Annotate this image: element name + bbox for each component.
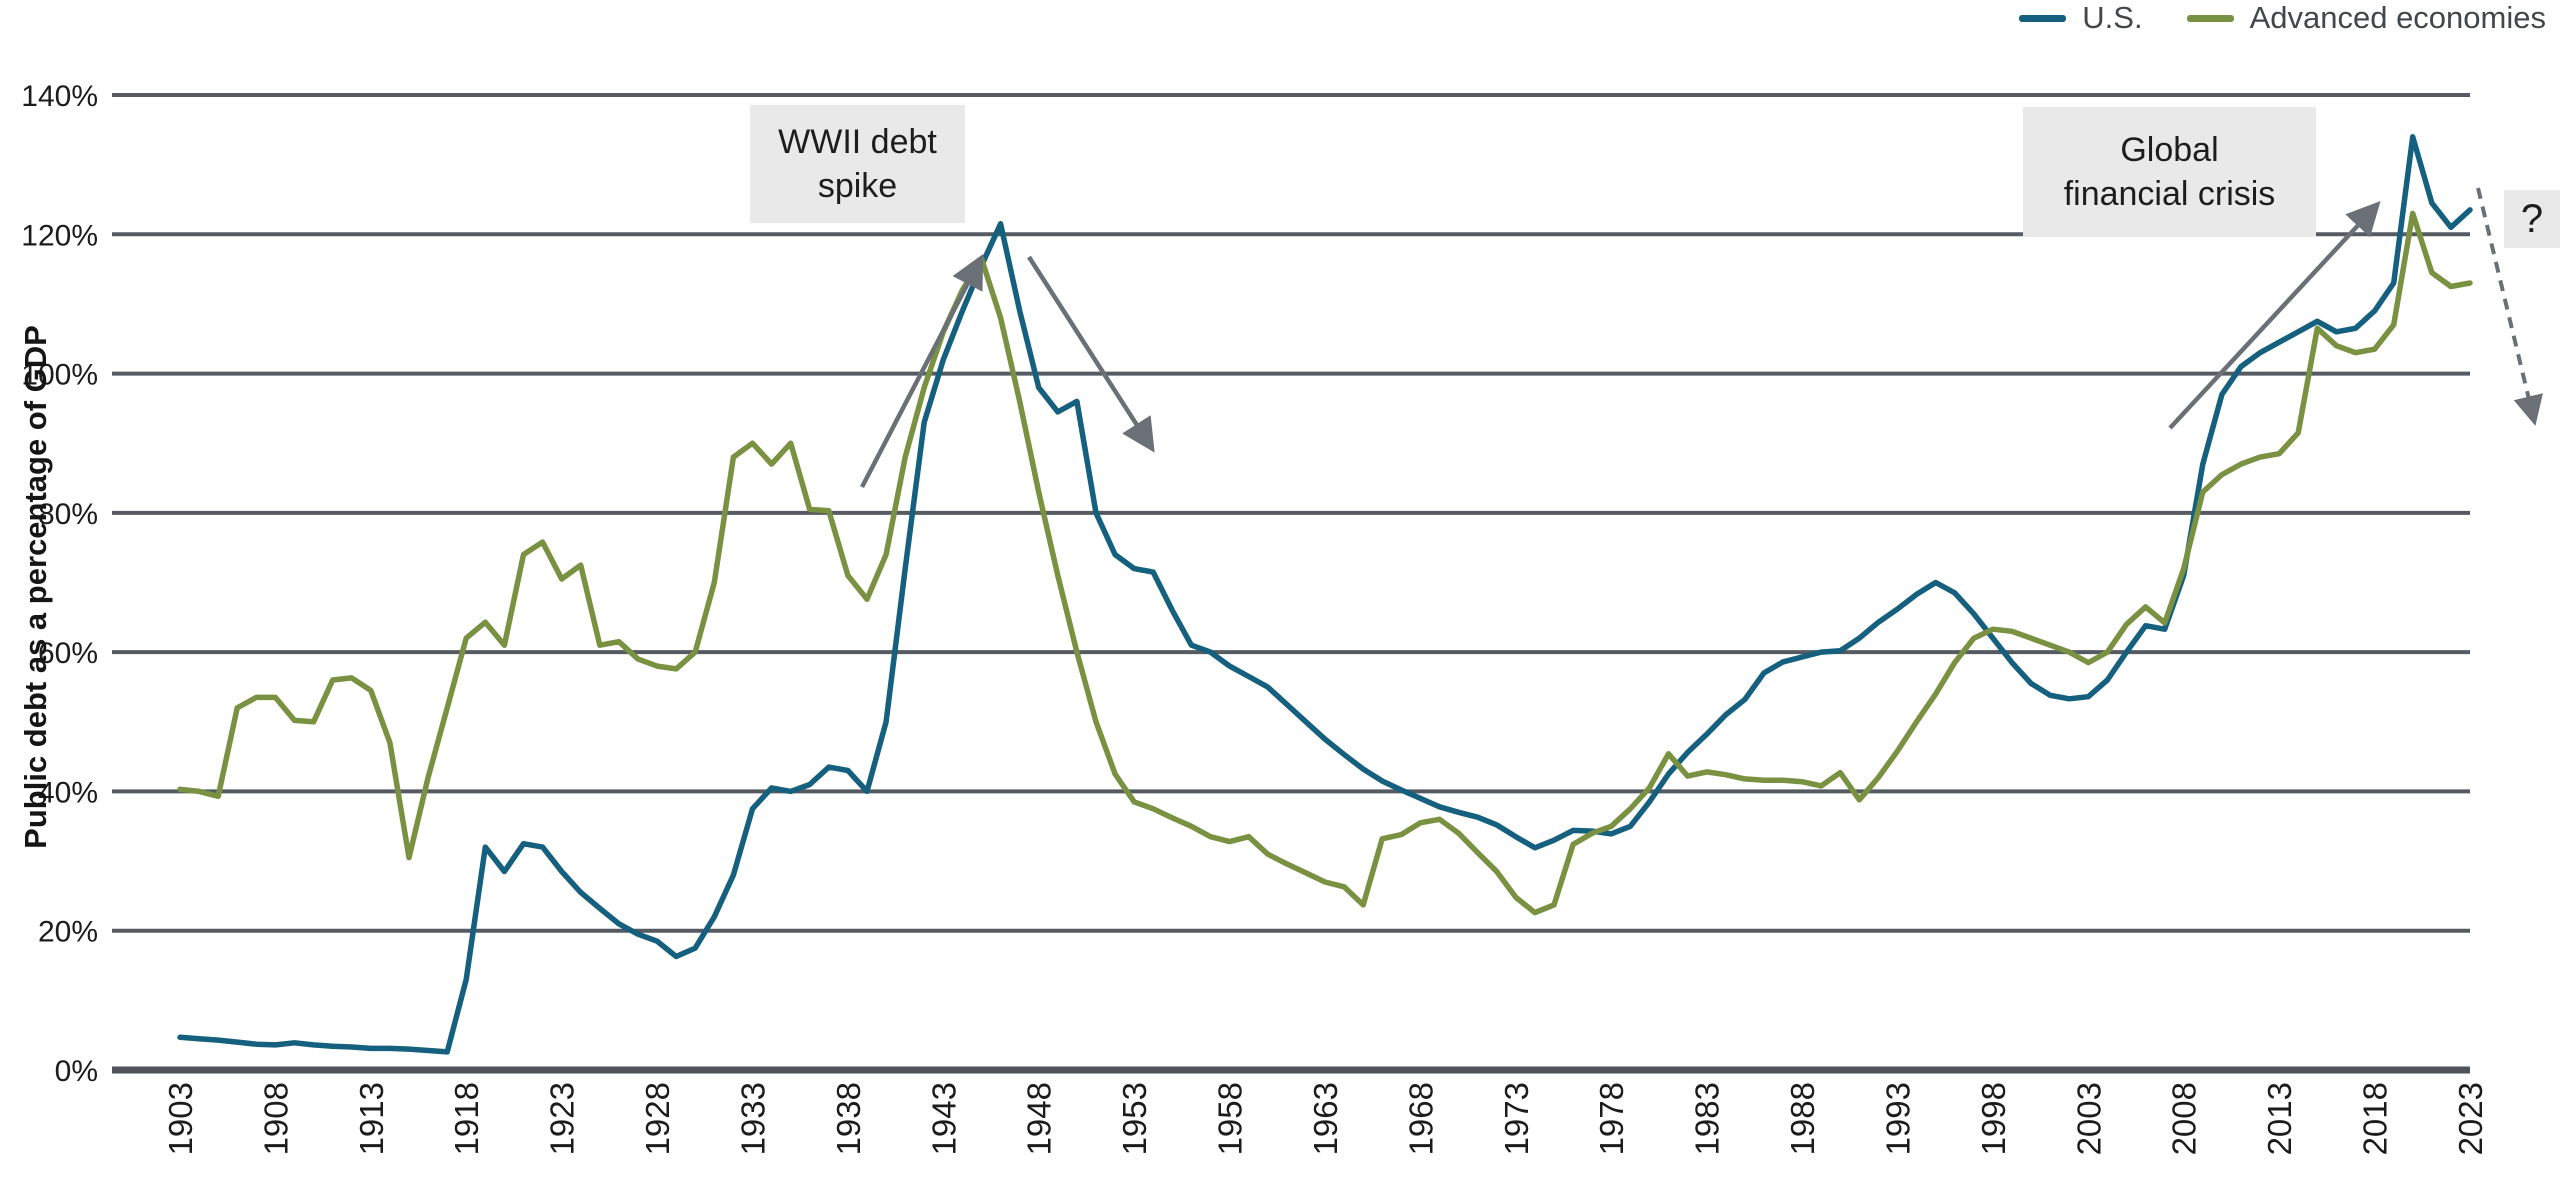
x-tick-label-1963: 1963 xyxy=(1307,1082,1344,1155)
gfc-rise-arrow-icon xyxy=(2168,201,2381,430)
global-financial-crisis-annotation: Global financial crisis xyxy=(2023,107,2316,237)
us-line-swatch-icon xyxy=(2019,14,2067,22)
x-tick-label-2013: 2013 xyxy=(2261,1082,2298,1155)
x-tick-label-1928: 1928 xyxy=(639,1082,676,1155)
y-tick-label-20%: 20% xyxy=(38,916,98,949)
x-tick-label-1983: 1983 xyxy=(1689,1082,1726,1155)
y-tick-label-100%: 100% xyxy=(21,359,98,392)
future-question-dashed-arrow-icon xyxy=(2476,187,2543,426)
x-tick-label-1978: 1978 xyxy=(1593,1082,1630,1155)
y-tick-label-80%: 80% xyxy=(38,498,98,531)
question-mark-annotation: ? xyxy=(2504,190,2560,248)
x-tick-label-1913: 1913 xyxy=(353,1082,390,1155)
wwii-debt-spike-annotation: WWII debt spike xyxy=(750,105,965,223)
x-tick-label-1943: 1943 xyxy=(925,1082,962,1155)
x-tick-label-1908: 1908 xyxy=(257,1082,294,1155)
x-tick-label-1973: 1973 xyxy=(1498,1082,1535,1155)
legend-label-us: U.S. xyxy=(2082,0,2143,35)
legend-item-us: U.S. xyxy=(2019,0,2143,36)
advanced-economies-debt-line xyxy=(177,210,2473,916)
x-tick-label-1923: 1923 xyxy=(544,1082,581,1155)
gfc-annotation-line1: Global xyxy=(2120,131,2219,169)
wwii-annotation-line2: spike xyxy=(817,167,898,205)
x-tick-label-2023: 2023 xyxy=(2452,1082,2489,1155)
y-tick-label-40%: 40% xyxy=(38,776,98,809)
x-tick-label-1948: 1948 xyxy=(1021,1082,1058,1155)
x-tick-label-2003: 2003 xyxy=(2070,1082,2107,1155)
x-tick-label-2018: 2018 xyxy=(2357,1082,2394,1155)
x-tick-label-1968: 1968 xyxy=(1402,1082,1439,1155)
x-tick-label-2008: 2008 xyxy=(2166,1082,2203,1155)
x-tick-label-1933: 1933 xyxy=(734,1082,771,1155)
x-tick-label-1993: 1993 xyxy=(1879,1082,1916,1155)
x-tick-label-1958: 1958 xyxy=(1212,1082,1249,1155)
advanced-economies-line-swatch-icon xyxy=(2186,14,2234,22)
gfc-annotation-line2: financial crisis xyxy=(2063,175,2276,213)
x-tick-label-1938: 1938 xyxy=(830,1082,867,1155)
y-tick-label-60%: 60% xyxy=(38,637,98,670)
y-tick-label-0%: 0% xyxy=(55,1055,98,1088)
y-axis-title: Public debt as a percentage of GDP xyxy=(18,325,53,849)
wwii-fall-arrow-icon xyxy=(1027,255,1155,453)
x-tick-label-1988: 1988 xyxy=(1784,1082,1821,1155)
legend-label-advanced-economies: Advanced economies xyxy=(2249,0,2546,35)
legend-item-advanced-economies: Advanced economies xyxy=(2186,0,2546,36)
x-tick-label-1998: 1998 xyxy=(1975,1082,2012,1155)
us-debt-line xyxy=(177,134,2473,1055)
x-tick-label-1903: 1903 xyxy=(162,1082,199,1155)
wwii-annotation-line1: WWII debt xyxy=(778,123,937,161)
x-tick-label-1918: 1918 xyxy=(448,1082,485,1155)
chart-legend: U.S. Advanced economies xyxy=(2019,0,2546,36)
wwii-rise-arrow-icon xyxy=(860,254,984,489)
x-tick-label-1953: 1953 xyxy=(1116,1082,1153,1155)
y-tick-label-140%: 140% xyxy=(21,80,98,113)
y-tick-label-120%: 120% xyxy=(21,219,98,252)
